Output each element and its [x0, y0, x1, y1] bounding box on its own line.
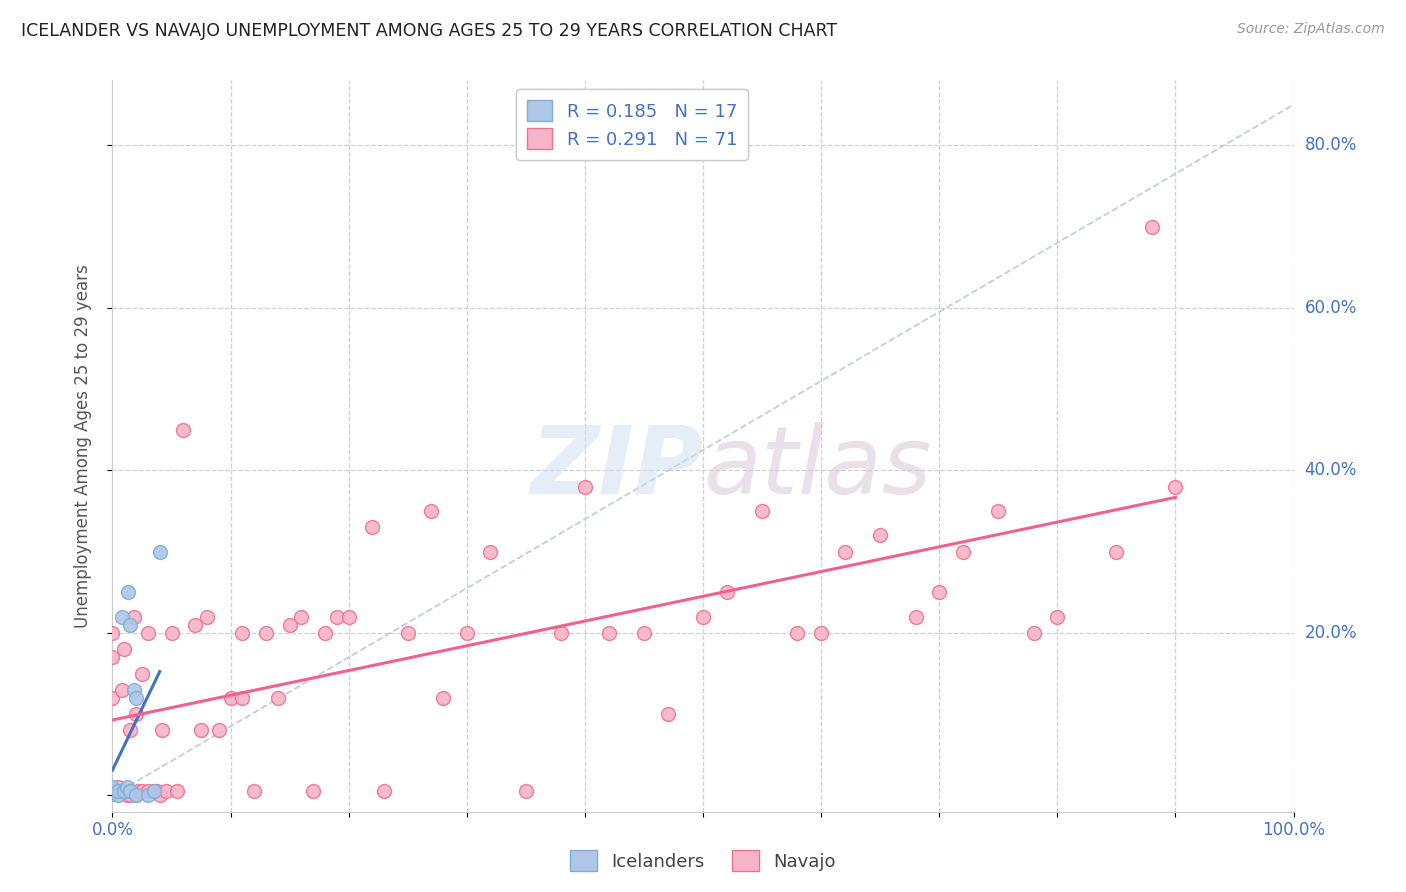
Point	[456, 626, 478, 640]
Point	[136, 789, 159, 803]
Point	[125, 690, 148, 705]
Point	[1022, 626, 1045, 640]
Point	[751, 504, 773, 518]
Point	[107, 780, 129, 795]
Point	[987, 504, 1010, 518]
Point	[111, 682, 134, 697]
Point	[208, 723, 231, 738]
Point	[657, 707, 679, 722]
Point	[184, 617, 207, 632]
Text: atlas: atlas	[703, 423, 931, 514]
Point	[131, 666, 153, 681]
Point	[115, 789, 138, 803]
Point	[101, 626, 124, 640]
Point	[122, 609, 145, 624]
Point	[716, 585, 738, 599]
Point	[373, 784, 395, 798]
Point	[149, 789, 172, 803]
Point	[952, 544, 974, 558]
Point	[101, 784, 124, 798]
Point	[136, 784, 159, 798]
Point	[1140, 219, 1163, 234]
Point	[314, 626, 336, 640]
Point	[267, 690, 290, 705]
Point	[120, 789, 142, 803]
Point	[904, 609, 927, 624]
Point	[125, 789, 148, 803]
Point	[243, 784, 266, 798]
Point	[150, 723, 173, 738]
Point	[125, 789, 148, 803]
Point	[107, 784, 129, 798]
Point	[155, 784, 177, 798]
Point	[122, 682, 145, 697]
Point	[1105, 544, 1128, 558]
Point	[115, 780, 138, 795]
Point	[117, 784, 139, 798]
Point	[101, 690, 124, 705]
Point	[928, 585, 950, 599]
Text: Source: ZipAtlas.com: Source: ZipAtlas.com	[1237, 22, 1385, 37]
Point	[834, 544, 856, 558]
Point	[112, 642, 135, 657]
Legend: R = 0.185   N = 17, R = 0.291   N = 71: R = 0.185 N = 17, R = 0.291 N = 71	[516, 89, 748, 160]
Point	[231, 626, 253, 640]
Point	[231, 690, 253, 705]
Point	[869, 528, 891, 542]
Point	[479, 544, 502, 558]
Point	[146, 784, 169, 798]
Point	[195, 609, 218, 624]
Point	[361, 520, 384, 534]
Point	[125, 707, 148, 722]
Point	[254, 626, 277, 640]
Point	[550, 626, 572, 640]
Legend: Icelanders, Navajo: Icelanders, Navajo	[562, 843, 844, 879]
Y-axis label: Unemployment Among Ages 25 to 29 years: Unemployment Among Ages 25 to 29 years	[73, 264, 91, 628]
Point	[120, 617, 142, 632]
Text: ICELANDER VS NAVAJO UNEMPLOYMENT AMONG AGES 25 TO 29 YEARS CORRELATION CHART: ICELANDER VS NAVAJO UNEMPLOYMENT AMONG A…	[21, 22, 837, 40]
Point	[432, 690, 454, 705]
Point	[326, 609, 349, 624]
Point	[290, 609, 312, 624]
Point	[136, 626, 159, 640]
Point	[111, 609, 134, 624]
Point	[107, 789, 129, 803]
Text: 40.0%: 40.0%	[1305, 461, 1357, 479]
Text: 20.0%: 20.0%	[1305, 624, 1357, 642]
Point	[160, 626, 183, 640]
Point	[190, 723, 212, 738]
Point	[101, 780, 124, 795]
Point	[117, 585, 139, 599]
Point	[278, 617, 301, 632]
Point	[302, 784, 325, 798]
Point	[172, 423, 194, 437]
Point	[515, 784, 537, 798]
Text: ZIP: ZIP	[530, 422, 703, 514]
Text: 80.0%: 80.0%	[1305, 136, 1357, 154]
Point	[598, 626, 620, 640]
Text: 60.0%: 60.0%	[1305, 299, 1357, 317]
Point	[120, 723, 142, 738]
Point	[149, 544, 172, 558]
Point	[127, 784, 149, 798]
Point	[420, 504, 443, 518]
Point	[1046, 609, 1069, 624]
Point	[574, 480, 596, 494]
Point	[142, 784, 165, 798]
Point	[786, 626, 808, 640]
Point	[396, 626, 419, 640]
Point	[337, 609, 360, 624]
Point	[131, 784, 153, 798]
Point	[219, 690, 242, 705]
Point	[112, 784, 135, 798]
Point	[810, 626, 832, 640]
Point	[166, 784, 188, 798]
Point	[101, 787, 124, 801]
Point	[1164, 480, 1187, 494]
Point	[120, 784, 142, 798]
Point	[101, 650, 124, 665]
Point	[633, 626, 655, 640]
Point	[692, 609, 714, 624]
Point	[142, 784, 165, 798]
